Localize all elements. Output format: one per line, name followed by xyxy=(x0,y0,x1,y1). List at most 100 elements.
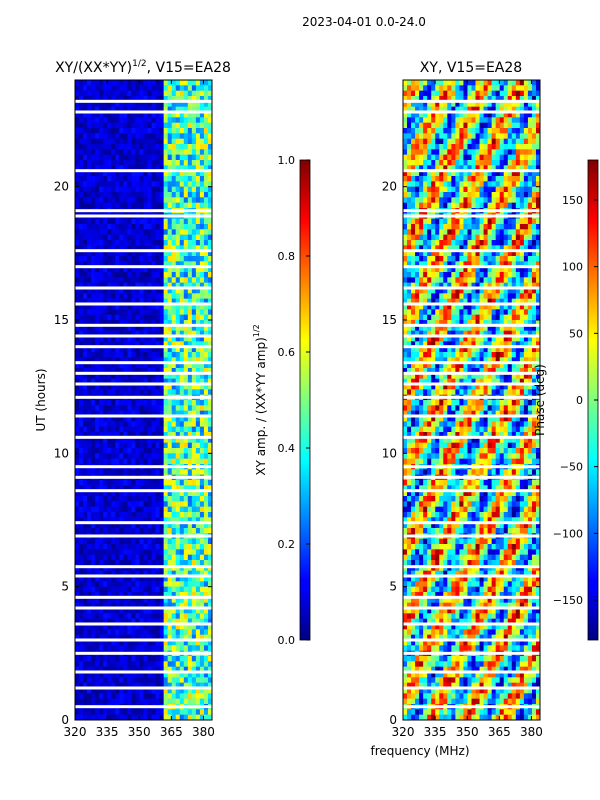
amplitude-cell xyxy=(203,709,209,715)
phase-cell xyxy=(447,90,452,97)
amplitude-cell xyxy=(151,245,156,251)
amplitude-cell xyxy=(119,218,124,225)
amplitude-cell xyxy=(199,501,205,507)
amplitude-cell xyxy=(119,314,124,321)
amplitude-cell xyxy=(175,122,181,129)
amplitude-cell xyxy=(115,85,120,91)
phase-cell xyxy=(463,192,468,198)
amplitude-cell xyxy=(91,346,96,353)
amplitude-cell xyxy=(175,437,181,443)
amplitude-cell xyxy=(103,634,108,641)
amplitude-cell xyxy=(155,389,160,395)
amplitude-cell xyxy=(87,282,92,289)
amplitude-cell xyxy=(151,261,156,267)
amplitude-cell xyxy=(123,538,128,545)
amplitude-cell xyxy=(143,288,148,294)
amplitude-cell xyxy=(147,496,152,502)
amplitude-cell xyxy=(143,544,148,550)
amplitude-cell xyxy=(175,160,181,166)
amplitude-cell xyxy=(87,538,92,545)
phase-cell xyxy=(407,138,412,145)
amplitude-cell xyxy=(147,709,152,715)
amplitude-cell xyxy=(75,336,80,342)
amplitude-cell xyxy=(115,501,120,507)
amplitude-cell xyxy=(119,426,124,433)
phase-cell xyxy=(523,165,529,171)
amplitude-cell xyxy=(87,85,92,91)
amplitude-cell xyxy=(131,570,136,577)
amplitude-cell xyxy=(79,288,84,294)
amplitude-cell xyxy=(159,645,164,651)
amplitude-cell xyxy=(187,336,193,342)
amplitude-cell xyxy=(115,277,120,283)
amplitude-cell xyxy=(131,325,136,331)
amplitude-cell xyxy=(171,96,177,102)
amplitude-cell xyxy=(147,144,152,150)
amplitude-cell xyxy=(207,368,213,374)
amplitude-cell xyxy=(175,149,181,155)
amplitude-cell xyxy=(95,400,100,406)
amplitude-cell xyxy=(155,485,160,491)
phase-cell xyxy=(407,80,412,86)
amplitude-cell xyxy=(127,618,132,625)
phase-cell xyxy=(411,197,416,203)
amplitude-cell xyxy=(115,101,120,107)
phase-cell xyxy=(455,101,460,107)
amplitude-cell xyxy=(87,144,92,150)
amplitude-cell xyxy=(119,373,124,379)
amplitude-cell xyxy=(143,224,148,230)
amplitude-cell xyxy=(75,250,80,257)
amplitude-cell xyxy=(171,416,177,422)
amplitude-cell xyxy=(79,544,84,550)
amplitude-cell xyxy=(75,346,80,353)
amplitude-cell xyxy=(131,133,136,139)
phase-cell xyxy=(411,112,416,118)
amplitude-cell xyxy=(79,538,84,545)
amplitude-cell xyxy=(167,501,173,507)
amplitude-cell xyxy=(199,176,205,182)
amplitude-cell xyxy=(79,432,84,438)
amplitude-cell xyxy=(187,661,193,667)
amplitude-cell xyxy=(119,709,124,715)
amplitude-cell xyxy=(179,282,185,289)
phase-cell xyxy=(431,160,436,166)
amplitude-cell xyxy=(91,85,96,91)
phase-cell xyxy=(475,80,480,86)
amplitude-cell xyxy=(107,522,112,529)
amplitude-cell xyxy=(167,346,173,353)
amplitude-cell xyxy=(163,682,168,689)
phase-cell xyxy=(447,101,452,107)
amplitude-cell xyxy=(127,592,132,598)
amplitude-cell xyxy=(167,469,173,475)
amplitude-cell xyxy=(163,469,168,475)
amplitude-cell xyxy=(191,112,197,118)
phase-cell xyxy=(435,154,440,161)
amplitude-cell xyxy=(191,421,197,427)
amplitude-cell xyxy=(191,645,197,651)
amplitude-cell xyxy=(123,480,128,486)
amplitude-cell xyxy=(159,485,164,491)
phase-cell xyxy=(455,117,460,123)
amplitude-cell xyxy=(119,442,124,449)
amplitude-cell xyxy=(163,560,168,566)
amplitude-cell xyxy=(103,202,108,209)
amplitude-cell xyxy=(195,170,201,177)
amplitude-cell xyxy=(195,437,201,443)
amplitude-cell xyxy=(107,448,112,454)
amplitude-cell xyxy=(183,304,189,310)
phase-cell xyxy=(451,176,456,182)
amplitude-cell xyxy=(127,528,132,534)
amplitude-cell xyxy=(83,144,88,150)
amplitude-cell xyxy=(87,325,92,331)
amplitude-cell xyxy=(199,693,205,699)
amplitude-cell xyxy=(127,240,132,246)
amplitude-cell xyxy=(127,410,132,417)
phase-cell xyxy=(503,85,509,91)
amplitude-cell xyxy=(151,277,156,283)
amplitude-cell xyxy=(179,186,185,193)
amplitude-cell xyxy=(179,490,185,497)
amplitude-cell xyxy=(147,224,152,230)
amplitude-cell xyxy=(139,490,144,497)
amplitude-cell xyxy=(151,576,156,582)
phase-cell xyxy=(423,133,428,139)
